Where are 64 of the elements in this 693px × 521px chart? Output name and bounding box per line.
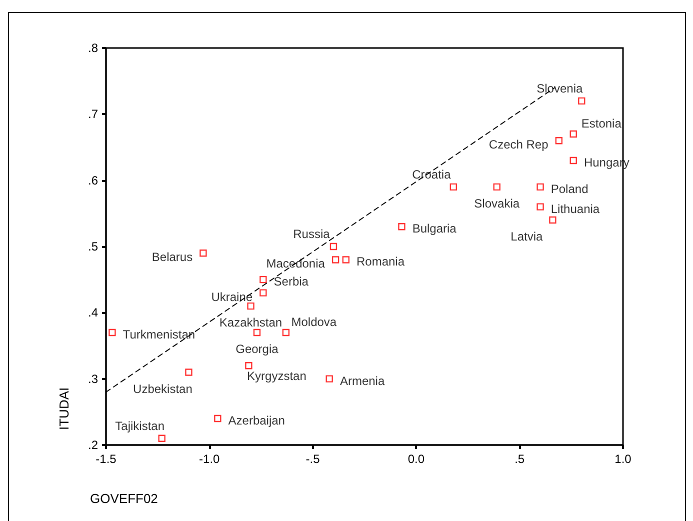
point [493,183,500,191]
y-axis-title: ITUDAI [56,387,72,430]
y-tick-label: .4 [88,306,98,320]
point [282,328,290,336]
data-label: Serbia [274,274,309,289]
point [247,302,254,310]
data-label: Belarus [152,250,193,264]
data-label: Lithuania [550,202,600,216]
y-tick-label: .2 [88,438,98,452]
point [570,130,577,138]
y-tick-label: .8 [88,41,98,55]
data-label: Slovenia [536,81,583,96]
data-label: Slovakia [474,196,520,211]
data-label: Kyrgyzstan [247,369,306,384]
x-tick-label: 0.0 [408,452,425,466]
data-label: Tajikistan [115,418,165,433]
data-label: Georgia [236,342,279,356]
data-label: Latvia [510,230,544,244]
data-label: Kazakhstan [219,316,282,330]
data-label: Russia [293,226,330,241]
y-tick-label: .3 [88,372,98,386]
data-label: Moldova [291,314,337,329]
data-label: Ukraine [211,290,253,304]
data-label: Armenia [340,374,385,388]
x-tick-label: 1.0 [614,452,632,466]
x-tick-label: -1.5 [96,452,117,466]
point [555,137,562,144]
x-axis-title: GOVEFF02 [90,491,158,506]
point [536,183,544,191]
point [260,289,267,296]
y-tick-label: .7 [88,107,98,122]
point [330,242,338,250]
x-tick-label: -.5 [306,452,320,466]
data-label: Turkmenistan [122,328,196,342]
y-tick-label: .6 [88,173,98,188]
point [570,156,577,164]
point [253,328,261,336]
point [549,216,556,224]
data-label: Estonia [581,116,622,130]
point [326,375,333,382]
point [185,368,192,376]
point [108,328,116,336]
point [158,434,166,442]
point [332,256,340,264]
data-label: Uzbekistan [133,382,192,396]
point [342,256,350,264]
point [536,203,544,210]
data-label: Bulgaria [412,222,457,236]
point [260,276,267,284]
point [450,183,458,191]
data-label: Romania [356,254,405,269]
data-label: Poland [550,182,588,196]
point [578,97,586,105]
x-tick-label: -1.0 [199,452,220,466]
y-tick-label: .5 [88,240,98,254]
point [398,223,406,230]
data-label: Azerbaijan [228,414,285,428]
point [200,250,207,257]
data-label: Czech Rep [488,138,549,152]
data-label: Croatia [412,167,452,182]
data-label: Macedonia [266,256,326,271]
point [245,362,252,370]
x-tick-label: .5 [514,452,525,466]
point [214,414,222,422]
